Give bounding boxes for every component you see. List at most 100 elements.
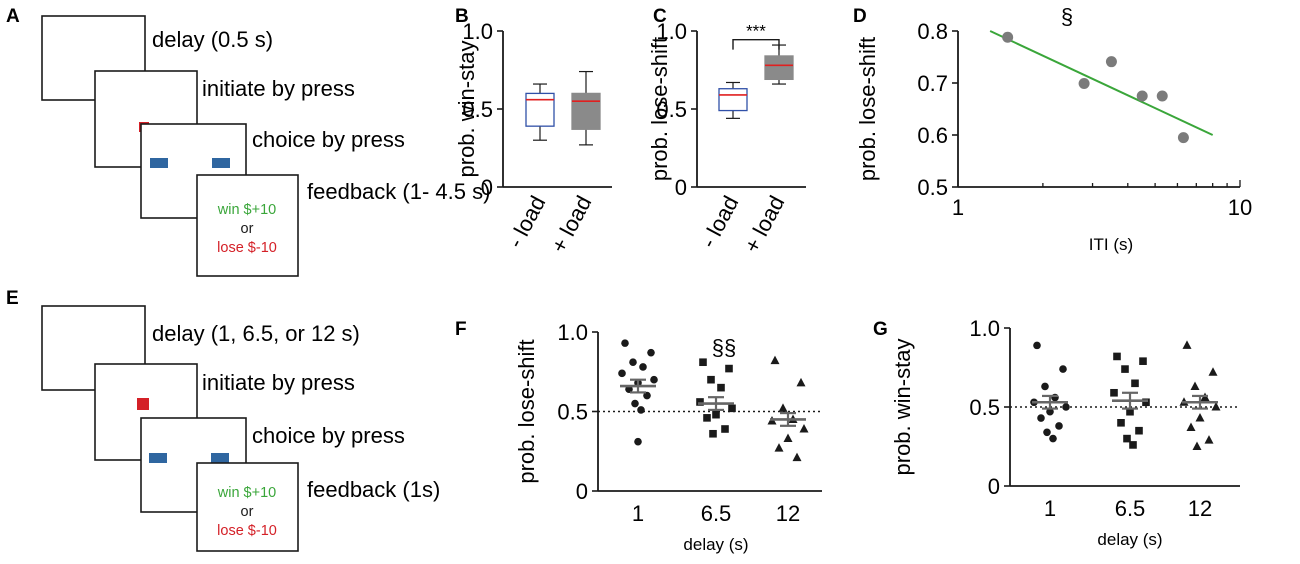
chart-g-win-stay-delay: 0 0.5 1.0 prob. win-stay 1 6.5 12 delay (s) xyxy=(890,316,1240,549)
data-point-circle xyxy=(643,391,651,400)
data-point-triangle xyxy=(1195,413,1205,422)
data-point-triangle xyxy=(799,423,809,433)
data-point-triangle xyxy=(774,443,784,452)
data-point-circle xyxy=(1062,403,1070,411)
data-point-square xyxy=(1142,398,1150,407)
choice-left-square xyxy=(150,158,168,168)
data-point-circle xyxy=(631,399,639,408)
x-tick-label: 10 xyxy=(1228,195,1252,220)
data-point-triangle xyxy=(1211,402,1221,411)
step-feedback: feedback (1- 4.5 s) xyxy=(307,179,490,204)
choice-right-square xyxy=(212,158,230,168)
y-tick-label: 0.8 xyxy=(917,19,948,44)
data-point-circle xyxy=(1059,365,1067,373)
y-tick-label: 0 xyxy=(576,479,588,504)
x-tick-label: + load xyxy=(739,192,790,257)
lose-text: lose $-10 xyxy=(217,523,277,539)
feedback-screen xyxy=(196,174,299,277)
x-tick-label: 6.5 xyxy=(701,501,732,526)
x-tick-label: - load xyxy=(502,192,550,252)
panel-labels: A B C D E F G xyxy=(6,6,888,340)
data-point-square xyxy=(1113,352,1121,361)
annotation-section: §§ xyxy=(712,335,736,360)
x-tick-label: 12 xyxy=(776,501,800,526)
choice-screen xyxy=(140,123,247,219)
y-tick-label: 0.5 xyxy=(969,395,1000,420)
box-2 xyxy=(764,55,794,81)
panel-label-a: A xyxy=(6,6,20,27)
y-tick-label: 0.5 xyxy=(656,97,687,122)
y-tick-label: 0 xyxy=(988,474,1000,499)
data-point-circle xyxy=(647,348,655,357)
box-1 xyxy=(718,88,748,112)
box-2 xyxy=(571,92,601,130)
choice-right-square xyxy=(211,453,229,463)
x-axis-title: delay (s) xyxy=(1097,530,1162,549)
task-schematic-e: win $+10 or lose $-10 delay (1, 6.5, or … xyxy=(41,305,440,552)
panel-label-d: D xyxy=(853,6,867,27)
data-point-circle xyxy=(1043,428,1051,437)
data-point-square xyxy=(728,404,736,413)
panel-label-g: G xyxy=(873,319,888,340)
chart-d-iti-scatter: 0.5 0.6 0.7 0.8 prob. lose-shift 1 10 ITI (s) § xyxy=(855,4,1252,254)
task-schematic-a: win $+10 or lose $-10 delay (0.5 s) init… xyxy=(41,15,490,277)
or-text: or xyxy=(241,221,254,237)
data-point-square xyxy=(696,398,704,406)
data-point-square xyxy=(1117,419,1125,427)
panel-label-e: E xyxy=(6,288,19,309)
data-point-square xyxy=(717,383,725,392)
y-tick-label: 0.5 xyxy=(462,97,493,122)
data-point-square xyxy=(699,358,707,367)
x-tick-label: 12 xyxy=(1188,496,1212,521)
data-point-triangle xyxy=(792,452,802,462)
data-point-circle xyxy=(1041,382,1049,391)
x-axis-title: delay (s) xyxy=(683,535,748,554)
panel-label-b: B xyxy=(455,6,469,27)
y-tick-label: 1.0 xyxy=(462,19,493,44)
data-point-triangle xyxy=(1192,441,1202,450)
data-point-circle xyxy=(1033,341,1041,350)
x-tick-label: 1 xyxy=(952,195,964,220)
y-tick-label: 0 xyxy=(675,175,687,200)
y-axis-title: prob. lose-shift xyxy=(514,339,539,483)
lose-text: lose $-10 xyxy=(217,240,277,256)
significance-bracket xyxy=(732,38,780,50)
data-point-square xyxy=(712,410,720,419)
panel-label-c: C xyxy=(653,6,667,27)
data-point-triangle xyxy=(778,403,788,412)
data-point xyxy=(1136,90,1148,102)
fit-line xyxy=(989,30,1214,136)
data-point-circle xyxy=(1055,422,1063,430)
box-1 xyxy=(525,92,555,127)
annotation-section: § xyxy=(1061,4,1073,29)
y-axis-title: prob. win-stay xyxy=(454,41,479,178)
feedback-screen xyxy=(196,462,299,552)
data-point-circle xyxy=(634,437,642,446)
data-point-circle xyxy=(650,375,658,384)
data-point-square xyxy=(707,375,715,384)
data-point-triangle xyxy=(1204,435,1214,444)
x-tick-label: - load xyxy=(695,192,743,252)
win-text: win $+10 xyxy=(217,202,276,218)
y-tick-label: 0 xyxy=(481,175,493,200)
y-axis-title: prob. win-stay xyxy=(890,339,915,476)
data-point xyxy=(1156,90,1168,102)
data-point-circle xyxy=(639,363,647,371)
y-tick-label: 1.0 xyxy=(557,320,588,345)
data-point xyxy=(1078,78,1090,90)
data-point-triangle xyxy=(1182,340,1192,349)
data-point-square xyxy=(703,414,711,422)
x-tick-label: 1 xyxy=(632,501,644,526)
data-point-square xyxy=(1139,357,1147,365)
data-point xyxy=(1002,31,1014,43)
x-tick-label: 6.5 xyxy=(1115,496,1146,521)
data-point xyxy=(1105,56,1117,68)
y-tick-label: 0.6 xyxy=(917,123,948,148)
step-choice: choice by press xyxy=(252,423,405,448)
step-delay: delay (0.5 s) xyxy=(152,27,273,52)
or-text: or xyxy=(241,504,254,520)
y-tick-label: 0.5 xyxy=(557,400,588,425)
y-axis-title: prob. lose-shift xyxy=(647,37,672,181)
